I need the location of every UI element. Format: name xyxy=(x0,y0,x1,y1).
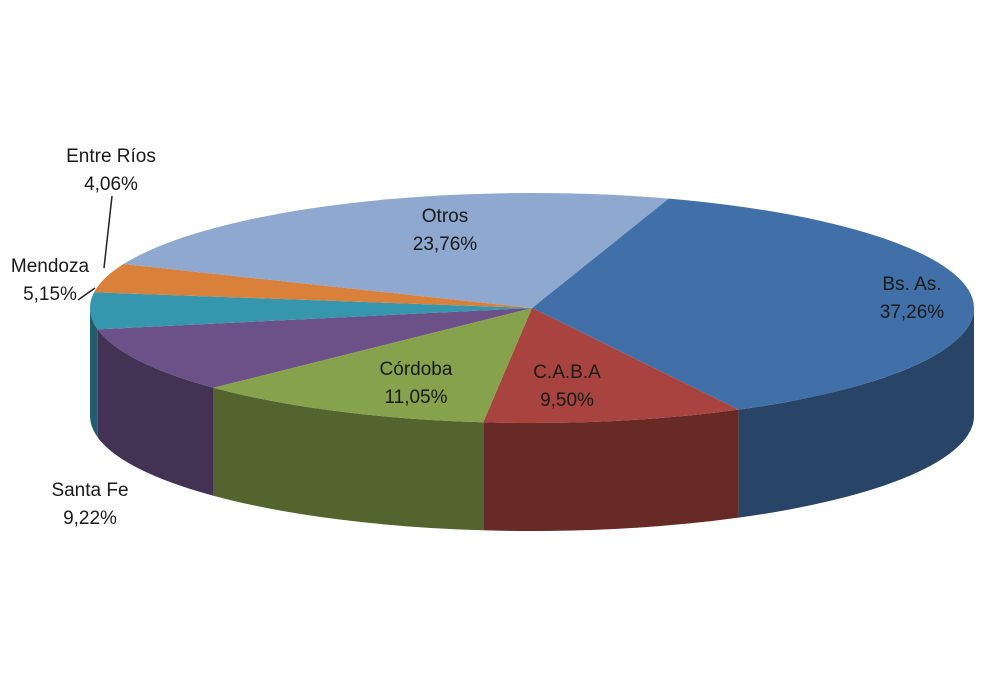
slice-mendoza xyxy=(90,292,533,330)
slice-side-bs-as xyxy=(738,308,974,518)
label-pct-caba: 9,50% xyxy=(540,390,594,411)
slice-c-a-b-a xyxy=(483,308,739,423)
slice-santa-fe xyxy=(97,308,532,388)
label-name-caba: C.A.B.A xyxy=(533,362,601,383)
label-name-entre-rios: Entre Ríos xyxy=(66,146,156,167)
label-pct-entre-rios: 4,06% xyxy=(84,174,138,195)
label-name-santa-fe: Santa Fe xyxy=(51,480,128,501)
pie-sides xyxy=(90,308,974,531)
slice-labels: Bs. As. 37,26% C.A.B.A 9,50% Córdoba 11,… xyxy=(11,146,944,529)
slice-otros xyxy=(123,193,669,308)
leader-line-entre-rios xyxy=(103,195,113,269)
label-name-mendoza: Mendoza xyxy=(11,256,90,277)
label-name-cordoba: Córdoba xyxy=(380,359,453,380)
label-pct-mendoza: 5,15% xyxy=(23,284,77,305)
slice-cordoba xyxy=(213,308,532,423)
leader-lines xyxy=(77,195,113,301)
label-name-bs-as: Bs. As. xyxy=(882,274,941,295)
label-pct-otros: 23,76% xyxy=(413,234,478,255)
slice-side-mendoza xyxy=(90,308,98,438)
slice-side-santa-fe xyxy=(97,329,214,496)
leader-line-mendoza xyxy=(77,287,96,301)
slice-bs-as xyxy=(532,198,975,410)
label-name-otros: Otros xyxy=(422,206,468,227)
label-pct-bs-as: 37,26% xyxy=(880,302,945,323)
label-pct-santa-fe: 9,22% xyxy=(63,508,117,529)
slice-side-cordoba xyxy=(213,387,484,531)
slice-entre-rios xyxy=(94,264,532,308)
pie-tops xyxy=(90,193,975,423)
label-pct-cordoba: 11,05% xyxy=(384,387,447,408)
slice-side-c-a-b-a xyxy=(483,409,739,531)
